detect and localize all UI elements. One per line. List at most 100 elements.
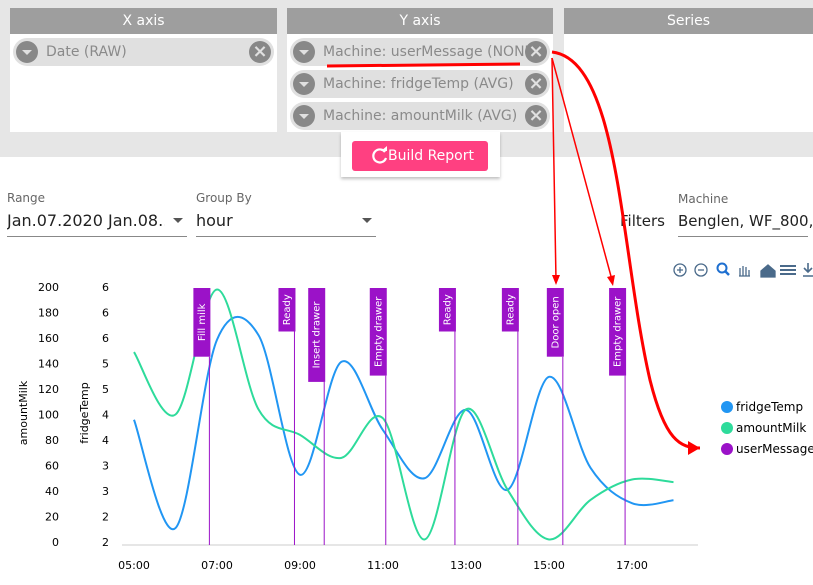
annotation-box	[278, 288, 296, 332]
y-tick-label: 140	[38, 358, 59, 371]
range-label: Range	[7, 191, 46, 205]
series-line	[133, 316, 674, 531]
chip: Machine: fridgeTemp (AVG) ×	[290, 70, 550, 98]
chip-remove[interactable]: ×	[525, 41, 547, 63]
plot: 0 20 40 60 80 100 120 140 160 180 200 2 2 3 3 4 4 5 5 6 6 6 05…	[38, 281, 813, 572]
chip: Machine: userMessage (NONE) ×	[290, 38, 550, 66]
caret	[173, 218, 183, 223]
caret	[362, 218, 372, 223]
y2-tick-label: 5	[102, 358, 109, 371]
y2-tick-label: 4	[102, 409, 109, 422]
panel-header: X axis	[10, 8, 277, 34]
annotation-label: Fill milk	[197, 303, 208, 341]
refresh-icon	[372, 146, 388, 164]
download-icon[interactable]	[803, 263, 813, 277]
build-tab: Build Report	[341, 132, 500, 177]
range-value[interactable]: Jan.07.2020 Jan.08....	[7, 211, 165, 230]
chip-label: Machine: amountMilk (AVG)	[323, 108, 518, 124]
annotation-arrows	[326, 50, 701, 455]
x-tick-label: 07:00	[201, 559, 233, 572]
y-tick-label: 80	[45, 434, 59, 447]
chip: Machine: amountMilk (AVG) ×	[290, 102, 550, 130]
chip: Date (RAW) ×	[13, 38, 274, 66]
chip-remove[interactable]: ×	[525, 105, 547, 127]
build-report-button[interactable]: Build Report	[352, 141, 488, 171]
panel-header: Series	[564, 8, 813, 34]
x-tick-label: 17:00	[616, 559, 648, 572]
legend-label[interactable]: userMessage	[736, 442, 813, 456]
panel: X axis Date (RAW) ×	[10, 8, 277, 132]
annotation-label: Ready	[282, 294, 293, 325]
underline	[196, 236, 376, 237]
menu-icon[interactable]	[780, 265, 796, 275]
y2-tick-label: 2	[102, 511, 109, 524]
y2-tick-label: 6	[102, 332, 109, 345]
filters-label: Filters	[620, 212, 665, 230]
annotation-label: Ready	[505, 294, 516, 325]
annotation-box	[193, 288, 211, 357]
y-tick-label: 0	[52, 536, 59, 549]
underline	[7, 236, 187, 237]
legend-marker[interactable]	[721, 443, 733, 455]
y2-tick-label: 6	[102, 281, 109, 294]
y2-tick-label: 4	[102, 434, 109, 447]
annotation-box	[369, 288, 387, 376]
y-tick-label: 120	[38, 383, 59, 396]
x-tick-label: 15:00	[533, 559, 565, 572]
y-tick-label: 200	[38, 281, 59, 294]
legend-marker[interactable]	[721, 401, 733, 413]
chip-label: Date (RAW)	[46, 44, 127, 60]
y-tick-label: 60	[45, 460, 59, 473]
toolbar	[673, 262, 813, 278]
chip-menu[interactable]	[293, 105, 315, 127]
group-by-label: Group By	[196, 191, 252, 205]
annotation-label: Insert drawer	[312, 301, 323, 369]
panel-header: Y axis	[287, 8, 553, 34]
y2-tick-label: 3	[102, 485, 109, 498]
chip-remove[interactable]: ×	[525, 73, 547, 95]
annotation-box	[501, 288, 519, 332]
y-tick-label: 180	[38, 307, 59, 320]
annotation-box	[609, 288, 627, 376]
zoom-icon[interactable]	[716, 262, 728, 274]
machine-value[interactable]: Benglen, WF_800,	[678, 212, 813, 230]
y2-axis-title: fridgeTemp	[78, 382, 91, 444]
legend-marker[interactable]	[721, 422, 733, 434]
y-axis-title: amountMilk	[17, 380, 30, 445]
legend-label[interactable]: amountMilk	[736, 421, 806, 435]
annotation-label: Ready	[442, 294, 453, 325]
annotation-label: Empty drawer	[613, 296, 624, 367]
y2-tick-label: 3	[102, 460, 109, 473]
chip-menu[interactable]	[293, 73, 315, 95]
y2-tick-label: 6	[102, 307, 109, 320]
series-line	[133, 288, 674, 541]
chip-menu[interactable]	[293, 41, 315, 63]
panel: Y axis Machine: userMessage (NONE) × Machin…	[287, 8, 553, 132]
panel: Series	[564, 8, 813, 132]
y2-tick-label: 2	[102, 536, 109, 549]
group-by-value[interactable]: hour	[196, 211, 233, 230]
legend-label[interactable]: fridgeTemp	[736, 400, 803, 414]
zoom-in-icon[interactable]	[673, 263, 687, 277]
underline	[678, 236, 808, 237]
annotation-box	[546, 288, 564, 357]
x-tick-label: 13:00	[450, 559, 482, 572]
y-tick-label: 100	[38, 409, 59, 422]
pan-icon[interactable]	[739, 266, 750, 277]
x-tick-label: 09:00	[284, 559, 316, 572]
chip-label: Machine: fridgeTemp (AVG)	[323, 76, 514, 92]
y-tick-label: 40	[45, 485, 59, 498]
machine-label: Machine	[678, 192, 729, 206]
x-tick-label: 11:00	[367, 559, 399, 572]
zoom-out-icon[interactable]	[694, 263, 708, 277]
y2-tick-label: 5	[102, 383, 109, 396]
annotation-label: Empty drawer	[373, 296, 384, 367]
chip-label: Machine: userMessage (NONE)	[323, 44, 539, 60]
home-icon[interactable]	[760, 264, 776, 278]
chip-menu[interactable]	[16, 41, 38, 63]
annotation-label: Door open	[550, 296, 561, 348]
annotation-box	[438, 288, 456, 332]
chip-remove[interactable]: ×	[249, 41, 271, 63]
